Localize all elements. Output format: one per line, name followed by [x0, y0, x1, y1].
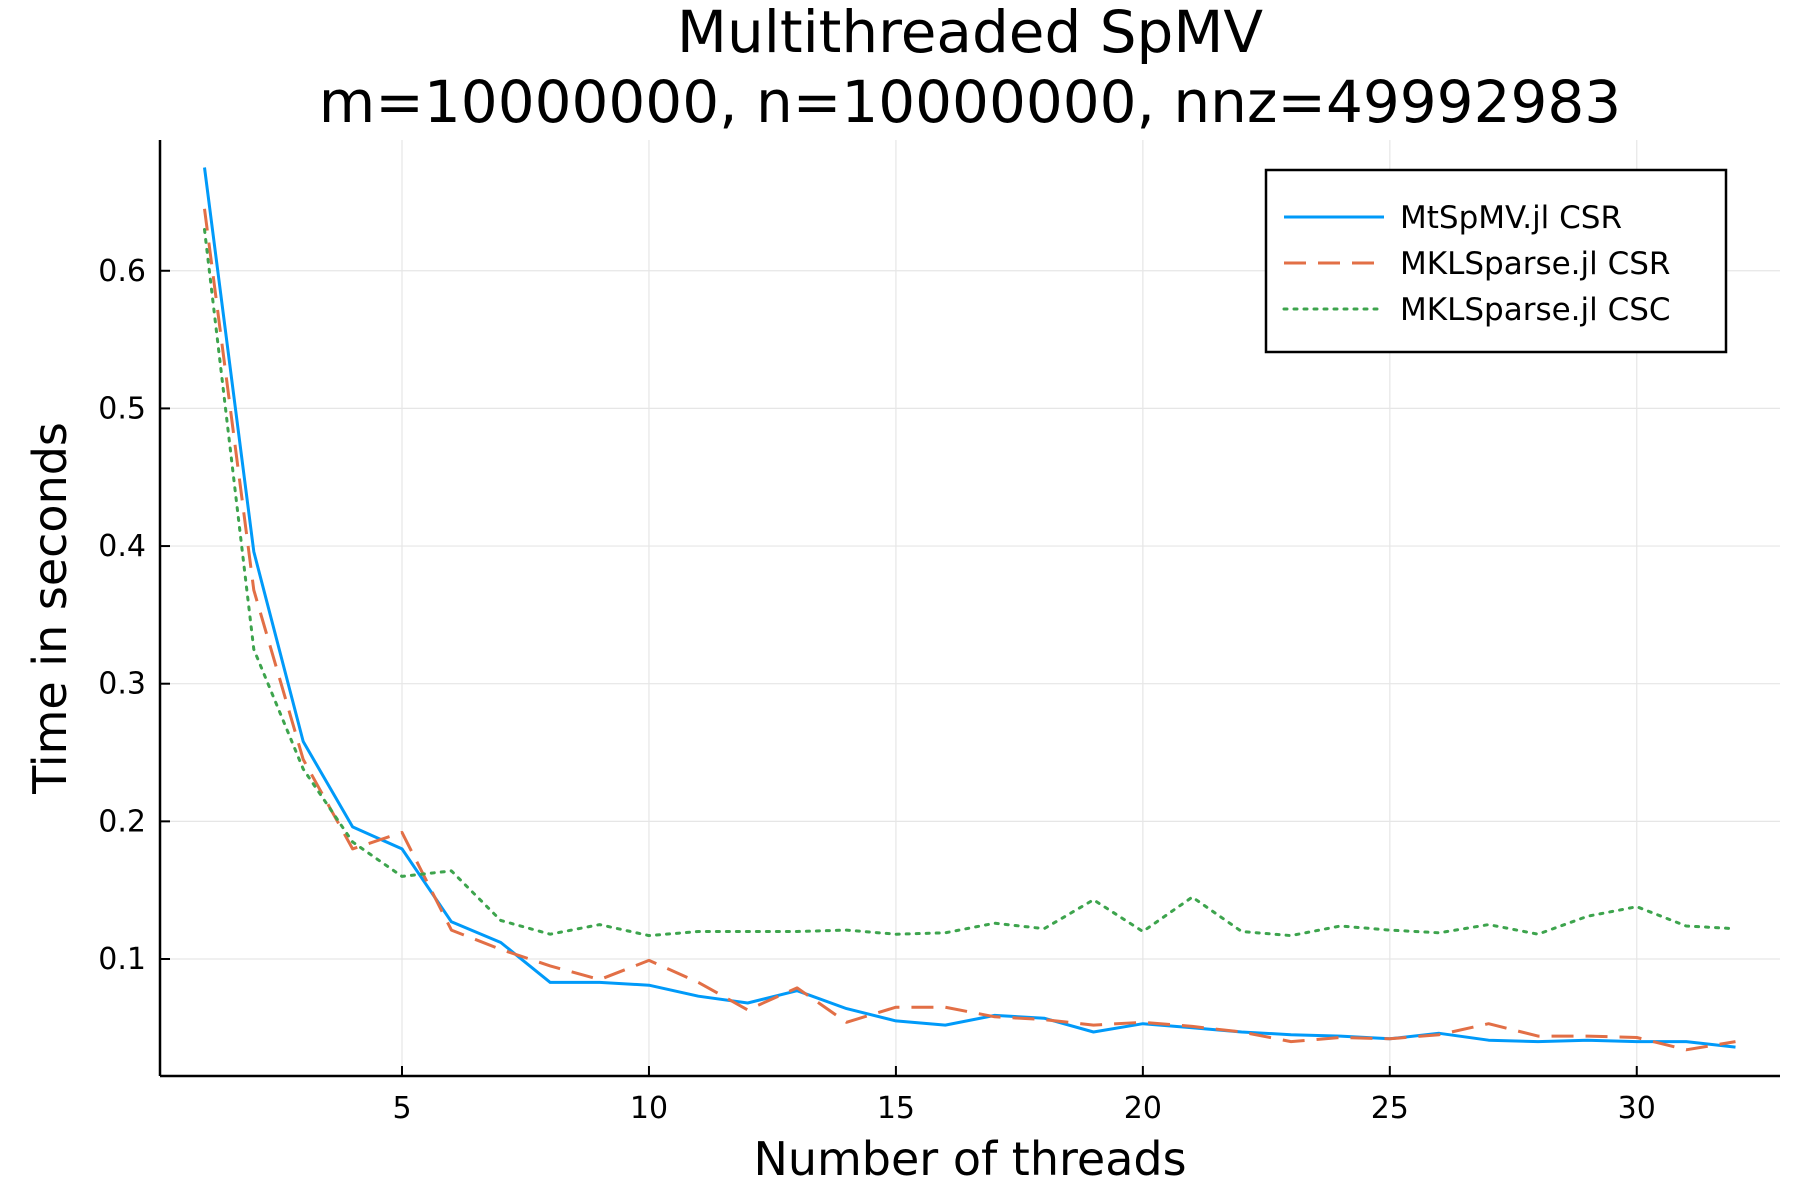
x-tick-label: 15 [877, 1091, 915, 1126]
x-axis-label: Number of threads [753, 1132, 1186, 1186]
y-tick-label: 0.2 [98, 804, 146, 839]
series-line-3 [203, 228, 1737, 938]
series-group [203, 167, 1737, 1052]
series-line-1 [203, 167, 1736, 1049]
y-tick-label: 0.6 [98, 254, 146, 289]
y-tick-label: 0.5 [98, 391, 146, 426]
legend: MtSpMV.jl CSR MKLSparse.jl CSR MKLSparse.j… [1264, 168, 1728, 354]
legend-label-1: MtSpMV.jl CSR [1400, 200, 1622, 236]
y-tick-label: 0.3 [98, 667, 146, 702]
x-tick-label: 20 [1124, 1091, 1162, 1126]
legend-box [1264, 168, 1728, 354]
series-line-2 [203, 208, 1736, 1052]
tick-labels: 5 10 15 20 25 30 0.1 0.2 0.3 0.4 0.5 0.6 [98, 254, 1656, 1126]
x-tick-label: 30 [1618, 1091, 1656, 1126]
chart-title: Multithreaded SpMV [677, 0, 1263, 66]
chart-subtitle: m=10000000, n=10000000, nnz=49992983 [319, 68, 1621, 136]
y-tick-label: 0.4 [98, 529, 146, 564]
x-tick-label: 25 [1371, 1091, 1409, 1126]
legend-label-2: MKLSparse.jl CSR [1400, 246, 1670, 282]
axes [158, 140, 1780, 1078]
x-tick-label: 10 [630, 1091, 668, 1126]
y-tick-label: 0.1 [98, 942, 146, 977]
x-tick-label: 5 [392, 1091, 411, 1126]
legend-label-3: MKLSparse.jl CSC [1400, 292, 1671, 328]
y-axis-label: Time in seconds [23, 422, 77, 795]
